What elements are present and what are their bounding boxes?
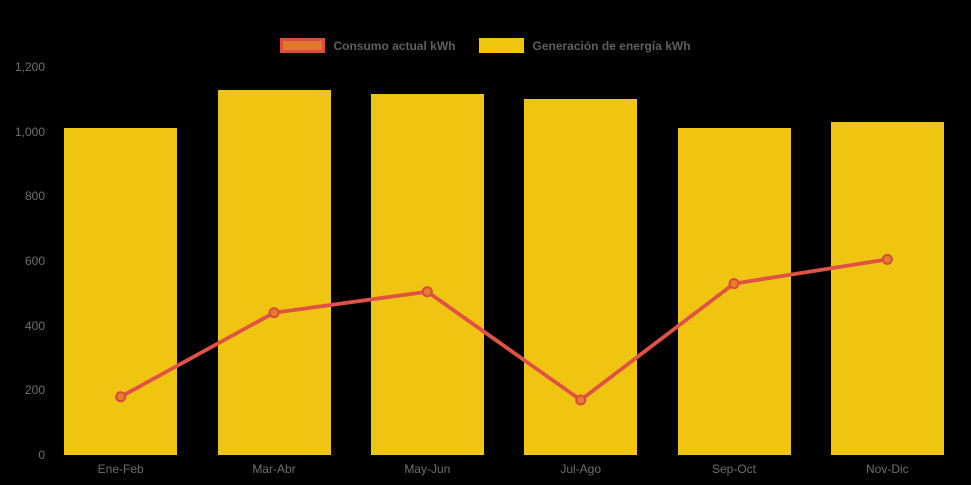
consumo-actual-swatch-icon <box>280 38 326 53</box>
legend-item-consumo-actual[interactable]: Consumo actual kWh <box>280 38 455 53</box>
consumption-point-Nov-Dic[interactable] <box>881 253 893 265</box>
generation-bar-Nov-Dic[interactable] <box>830 121 944 455</box>
consumption-point-Mar-Abr[interactable] <box>268 307 280 319</box>
x-axis-label: Ene-Feb <box>97 462 144 476</box>
x-axis-label: Mar-Abr <box>252 462 296 476</box>
x-axis-label: May-Jun <box>404 462 451 476</box>
generation-bar-Sep-Oct[interactable] <box>677 128 791 455</box>
x-axis-label: Nov-Dic <box>865 462 909 476</box>
generacion-energia-swatch-icon <box>479 38 525 53</box>
y-axis-label: 1,000 <box>14 124 45 139</box>
legend-item-generacion-energia[interactable]: Generación de energía kWh <box>479 38 691 53</box>
y-axis-label: 1,200 <box>14 60 45 74</box>
y-axis-label: 0 <box>38 448 45 462</box>
generation-bar-Mar-Abr[interactable] <box>217 89 331 455</box>
legend-label-generacion-energia: Generación de energía kWh <box>532 38 691 53</box>
consumption-point-May-Jun[interactable] <box>421 286 433 298</box>
x-axis-label: Jul-Ago <box>560 462 601 476</box>
generation-bar-Ene-Feb[interactable] <box>64 128 178 455</box>
consumption-point-Ene-Feb[interactable] <box>115 391 127 403</box>
consumption-point-Jul-Ago[interactable] <box>575 394 587 406</box>
generation-bar-May-Jun[interactable] <box>370 94 484 455</box>
y-axis-label: 400 <box>24 318 45 333</box>
chart-legend: Consumo actual kWh Generación de energía… <box>0 38 971 53</box>
y-axis-label: 200 <box>24 383 45 398</box>
y-axis-label: 600 <box>24 254 45 268</box>
y-axis-label: 800 <box>24 189 45 204</box>
legend-label-consumo-actual: Consumo actual kWh <box>333 38 456 53</box>
x-axis-label: Sep-Oct <box>711 462 756 476</box>
consumption-point-Sep-Oct[interactable] <box>728 278 740 290</box>
